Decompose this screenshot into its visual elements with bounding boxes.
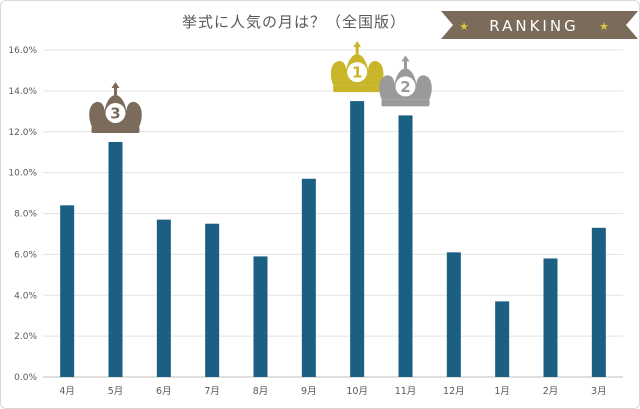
crown-icon-rank-2: 2 [379, 55, 432, 107]
x-tick-label: 8月 [253, 386, 269, 397]
y-tick-label: 2.0% [14, 332, 37, 342]
crown-rank-number: 2 [400, 78, 410, 96]
ranking-badge-label: RANKING [489, 17, 578, 35]
x-tick-label: 10月 [346, 386, 368, 397]
y-tick-label: 14.0% [8, 87, 37, 97]
bar [253, 256, 268, 377]
y-tick-label: 8.0% [14, 210, 37, 220]
bar [495, 301, 510, 377]
y-tick-label: 10.0% [8, 169, 37, 179]
ranking-badge-ribbon [441, 11, 638, 39]
crown-rank-number: 1 [352, 64, 362, 82]
x-tick-label: 11月 [395, 386, 417, 397]
crown-finial [353, 41, 362, 55]
crown-number-disc [347, 62, 368, 83]
y-tick-label: 6.0% [14, 250, 37, 260]
crown-number-disc [105, 102, 126, 123]
ranking-badge: ★ ★ RANKING [441, 11, 638, 39]
chart-title: 挙式に人気の月は？（全国版） [181, 13, 406, 31]
x-tick-label: 2月 [543, 386, 559, 397]
bar [591, 227, 606, 377]
crown-rank-number: 3 [110, 104, 120, 122]
x-tick-label: 1月 [494, 386, 510, 397]
bar [543, 258, 558, 377]
bar [398, 115, 413, 378]
bar [446, 252, 461, 377]
x-tick-label: 12月 [443, 386, 465, 397]
crown-band [91, 125, 140, 133]
x-tick-label: 7月 [204, 386, 220, 397]
x-tick-label: 9月 [301, 386, 317, 397]
crown-layer: 1 2 3 [89, 41, 432, 133]
grid-layer: 0.0% 2.0% 4.0% 6.0% 8.0% 10.0% 12.0% 14.0% 16.0% [8, 46, 623, 383]
crown-finial [111, 81, 120, 95]
y-tick-label: 16.0% [8, 46, 37, 56]
crown-icon-rank-3: 3 [89, 81, 142, 133]
bar [205, 223, 220, 377]
star-icon-left: ★ [459, 20, 469, 33]
x-tick-label: 4月 [59, 386, 75, 397]
bar-layer: 4月 5月 6月 7月 8月 9月 10月 11月 12月 1月 2月 3月 [59, 101, 607, 397]
bar [350, 101, 365, 377]
bar [108, 141, 123, 377]
x-tick-label: 6月 [156, 386, 172, 397]
bar [60, 205, 75, 377]
crown-icon-rank-1: 1 [330, 41, 384, 93]
bar [156, 219, 171, 377]
x-tick-label: 5月 [108, 386, 124, 397]
y-tick-label: 4.0% [14, 291, 37, 301]
y-tick-label: 12.0% [8, 128, 37, 138]
crown-band [381, 99, 430, 107]
crown-number-disc [395, 76, 416, 97]
crown-band [333, 85, 382, 93]
bar [301, 178, 316, 377]
crown-finial [401, 55, 410, 69]
x-tick-label: 3月 [591, 386, 607, 397]
y-tick-label: 0.0% [14, 373, 37, 383]
star-icon-right: ★ [599, 20, 609, 33]
